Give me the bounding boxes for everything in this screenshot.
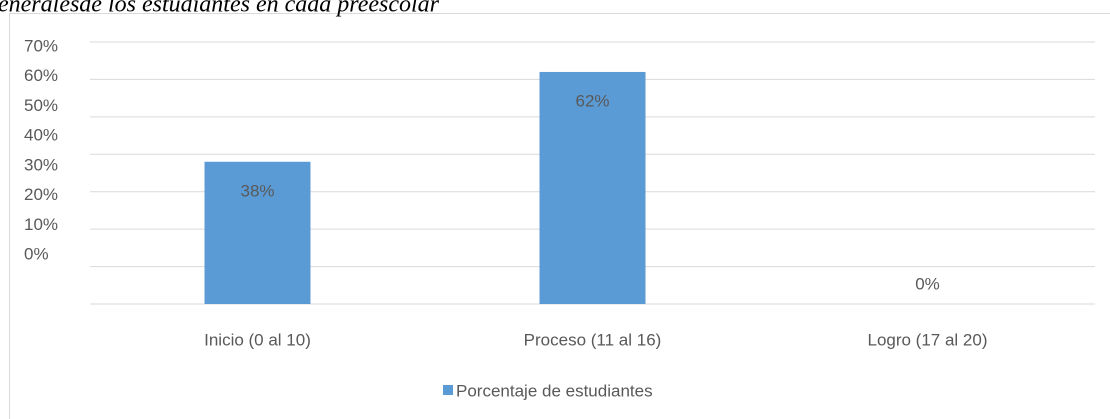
chart-border — [9, 13, 1110, 419]
data-label: 62% — [575, 91, 609, 110]
y-tick-label: 50% — [24, 96, 58, 115]
chart-title: eneralesde los estudiantes en cada prees… — [0, 0, 440, 18]
legend-label: Porcentaje de estudiantes — [456, 381, 653, 400]
x-tick-label: Logro (17 al 20) — [867, 330, 987, 349]
y-tick-label: 40% — [24, 126, 58, 145]
y-tick-label: 70% — [24, 36, 58, 55]
y-tick-label: 60% — [24, 66, 58, 85]
data-label: 0% — [915, 274, 940, 293]
y-tick-label: 20% — [24, 185, 58, 204]
y-tick-label: 0% — [24, 244, 49, 263]
y-tick-label: 30% — [24, 155, 58, 174]
legend-swatch — [443, 385, 453, 395]
bar — [539, 71, 646, 304]
x-tick-label: Proceso (11 al 16) — [524, 330, 662, 349]
bar — [204, 161, 311, 304]
x-tick-label: Inicio (0 al 10) — [204, 330, 311, 349]
y-tick-label: 10% — [24, 215, 58, 234]
data-label: 38% — [240, 181, 274, 200]
